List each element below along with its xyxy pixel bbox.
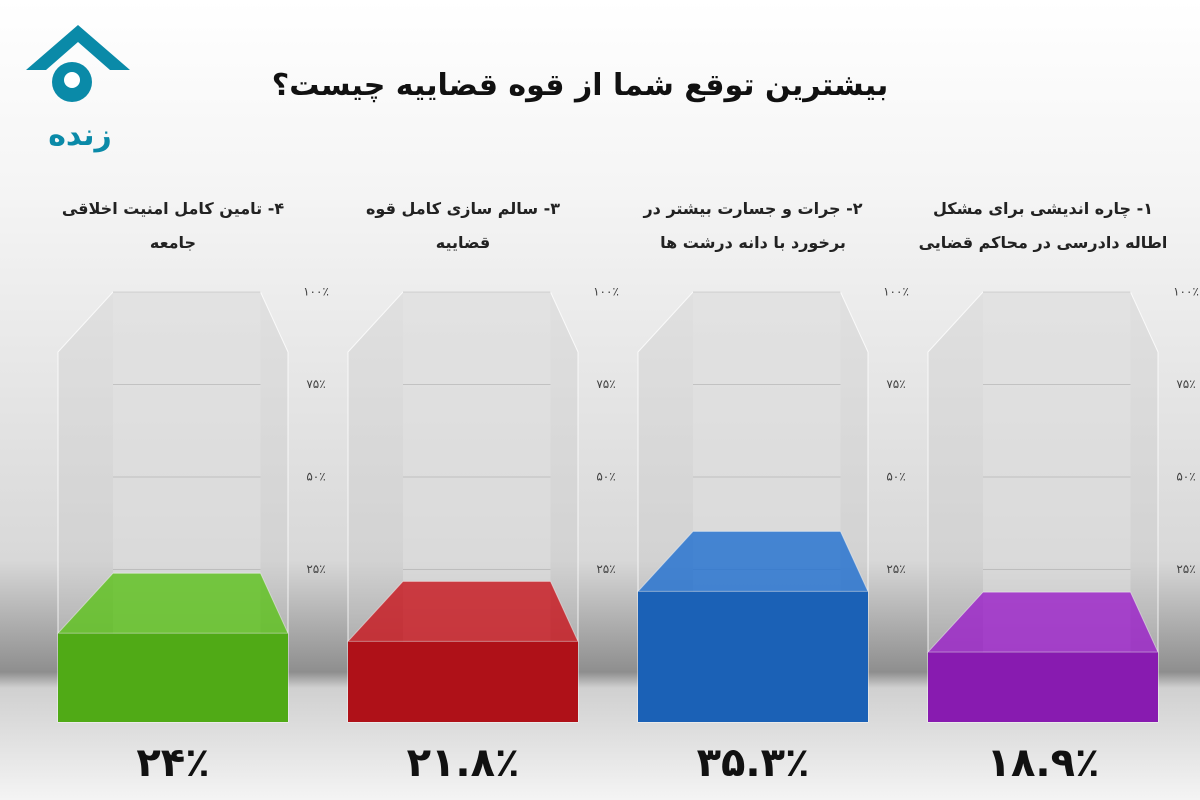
value-label: ۱۸.۹٪ (987, 740, 1100, 786)
category-label: ۱- چاره اندیشی برای مشکل اطاله دادرسی در… (918, 199, 1168, 252)
bar (638, 591, 868, 722)
y-tick-label: ۵۰٪ (886, 470, 905, 484)
y-tick-label: ۵۰٪ (596, 470, 615, 484)
value-label: ۲۴٪ (136, 740, 209, 786)
y-tick-label: ۱۰۰٪ (1173, 285, 1199, 299)
y-tick-label: ۲۵٪ (1176, 562, 1195, 576)
y-tick-label: ۲۵٪ (306, 562, 325, 576)
y-tick-label: ۱۰۰٪ (883, 285, 909, 299)
category-label: ۴- تامین کامل امنیت اخلاقی جامعه (61, 199, 285, 252)
y-tick-label: ۷۵٪ (596, 377, 615, 391)
y-tick-label: ۷۵٪ (306, 377, 325, 391)
bar (928, 652, 1158, 722)
y-tick-label: ۷۵٪ (1176, 377, 1195, 391)
value-label: ۲۱.۸٪ (407, 740, 520, 786)
logo-mark (26, 25, 130, 102)
y-tick-label: ۵۰٪ (306, 470, 325, 484)
logo-text: زنده (48, 118, 112, 153)
category-label: ۳- سالم سازی کامل قوه قضاییه (365, 199, 561, 252)
bar-shade (928, 652, 1158, 722)
bar-shade (58, 633, 288, 722)
y-tick-label: ۲۵٪ (886, 562, 905, 576)
value-label: ۳۵.۳٪ (697, 740, 810, 786)
category-label: ۲- جرات و جسارت بیشتر در برخورد با دانه … (643, 199, 863, 252)
bar-top (926, 591, 1159, 653)
y-tick-label: ۷۵٪ (886, 377, 905, 391)
bar (348, 641, 578, 722)
y-tick-label: ۱۰۰٪ (303, 285, 329, 299)
bar-top (346, 580, 579, 642)
y-tick-label: ۱۰۰٪ (593, 285, 619, 299)
bar-shade (638, 591, 868, 722)
bar-shade (348, 641, 578, 722)
y-tick-label: ۲۵٪ (596, 562, 615, 576)
bar-top (56, 572, 289, 634)
y-tick-label: ۵۰٪ (1176, 470, 1195, 484)
chart-title: بیشترین توقع شما از قوه قضاییه چیست؟ (271, 68, 889, 103)
bar-top (636, 530, 869, 592)
bar (58, 633, 288, 722)
